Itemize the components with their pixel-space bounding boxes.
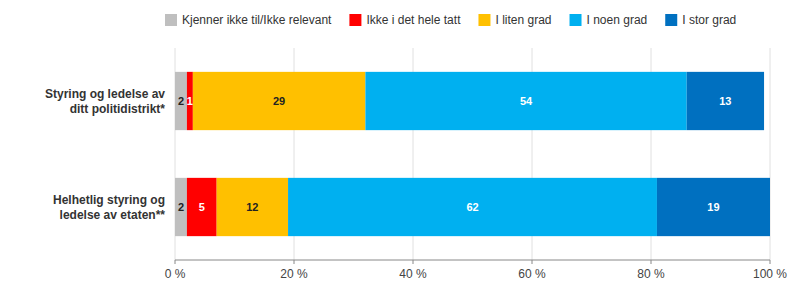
tick-mark (770, 260, 771, 264)
legend-swatch (665, 14, 677, 26)
axis-line (175, 260, 770, 261)
bar-segment (187, 72, 193, 130)
data-label: 29 (273, 95, 285, 107)
tick-label: 60 % (518, 267, 546, 281)
y-axis: Styring og ledelse avditt politidistrikt… (45, 87, 165, 222)
bar-segment (657, 178, 770, 236)
data-label: 5 (199, 201, 205, 213)
bar-segment (365, 72, 686, 130)
tick-label: 100 % (753, 267, 787, 281)
legend-label: I noen grad (587, 13, 648, 27)
bar-segment (217, 178, 288, 236)
data-label: 54 (520, 95, 533, 107)
bar-segment (175, 72, 187, 130)
data-labels: 2129541325126219 (178, 95, 732, 213)
tick-mark (413, 260, 414, 264)
category-label: Styring og ledelse avditt politidistrikt… (45, 87, 165, 116)
legend-label: Kjenner ikke til/Ikke relevant (182, 13, 332, 27)
bar-segment (288, 178, 657, 236)
data-label: 12 (246, 201, 258, 213)
tick-mark (294, 260, 295, 264)
tick-label: 80 % (637, 267, 665, 281)
tick-label: 20 % (280, 267, 308, 281)
chart: 0 % 20 % 40 % 60 % 80 % 100 % Styring og ledel… (0, 0, 800, 294)
legend-label: Ikke i det hele tatt (366, 13, 461, 27)
data-label: 13 (719, 95, 731, 107)
data-label: 19 (707, 201, 719, 213)
legend-swatch (349, 14, 361, 26)
legend-swatch (570, 14, 582, 26)
bars (175, 72, 770, 236)
legend-label: I liten grad (495, 13, 551, 27)
tick-label: 0 % (165, 267, 186, 281)
data-label: 2 (178, 95, 184, 107)
tick-mark (175, 260, 176, 264)
data-label: 62 (466, 201, 478, 213)
legend-swatch (165, 14, 177, 26)
tick-mark (532, 260, 533, 264)
bar-segment (687, 72, 764, 130)
bar-segment (193, 72, 366, 130)
legend-label: I stor grad (682, 13, 736, 27)
legend-swatch (478, 14, 490, 26)
bar-segment (175, 178, 187, 236)
bar-segment (187, 178, 217, 236)
tick-mark (651, 260, 652, 264)
data-label: 2 (178, 201, 184, 213)
tick-label: 40 % (399, 267, 427, 281)
legend: Kjenner ikke til/Ikke relevant Ikke i det… (165, 13, 736, 27)
category-label: Helhetlig styring ogledelse av etaten** (53, 193, 165, 222)
grid (175, 48, 770, 260)
data-label: 1 (187, 95, 193, 107)
x-axis: 0 % 20 % 40 % 60 % 80 % 100 % (165, 260, 788, 281)
